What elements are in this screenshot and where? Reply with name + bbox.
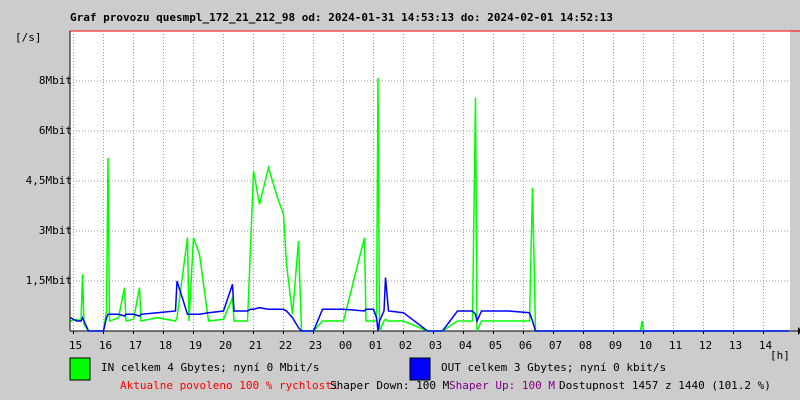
x-tick-label: 16 (99, 339, 112, 352)
footer-text: Aktualne povoleno 100 % rychlosti (120, 379, 339, 392)
x-tick-label: 04 (459, 339, 473, 352)
x-tick-label: 19 (189, 339, 202, 352)
series-line (70, 77, 789, 332)
x-tick-label: 17 (129, 339, 142, 352)
x-tick-label: 10 (639, 339, 652, 352)
x-tick-label: 20 (219, 339, 232, 352)
y-tick-label: 6Mbit (39, 124, 72, 137)
chart-title: Graf provozu quesmpl_172_21_212_98 od: 2… (70, 11, 613, 24)
y-tick-label: 3Mbit (39, 224, 72, 237)
y-unit: [/s] (15, 31, 42, 44)
x-tick-label: 22 (279, 339, 292, 352)
x-tick-label: 21 (249, 339, 262, 352)
x-tick-label: 13 (729, 339, 742, 352)
x-tick-label: 03 (429, 339, 442, 352)
y-tick-label: 1,5Mbit (26, 274, 72, 287)
x-tick-label: 14 (759, 339, 773, 352)
y-tick-label: 4,5Mbit (26, 174, 72, 187)
x-tick-label: 01 (369, 339, 382, 352)
footer-text: Shaper Down: 100 M (330, 379, 450, 392)
footer-text: Shaper Up: 100 M (449, 379, 555, 392)
x-tick-label: 07 (549, 339, 562, 352)
x-tick-label: 00 (339, 339, 352, 352)
x-tick-label: 11 (669, 339, 682, 352)
x-tick-label: 15 (69, 339, 82, 352)
series-line (70, 277, 789, 332)
x-tick-label: 08 (579, 339, 592, 352)
x-tick-label: 02 (399, 339, 412, 352)
x-tick-label: 23 (309, 339, 322, 352)
footer-text: Dostupnost 1457 z 1440 (101.2 %) (559, 379, 771, 392)
x-tick-label: 18 (159, 339, 172, 352)
x-unit: [h] (770, 349, 790, 362)
legend-label: IN celkem 4 Gbytes; nyní 0 Mbit/s (101, 361, 320, 374)
x-tick-label: 09 (609, 339, 622, 352)
legend-swatch (69, 357, 91, 381)
legend-swatch (409, 357, 431, 381)
x-tick-label: 06 (519, 339, 532, 352)
x-tick-label: 05 (489, 339, 502, 352)
x-tick-label: 12 (699, 339, 712, 352)
legend-label: OUT celkem 3 Gbytes; nyní 0 kbit/s (441, 361, 666, 374)
y-tick-label: 8Mbit (39, 74, 72, 87)
